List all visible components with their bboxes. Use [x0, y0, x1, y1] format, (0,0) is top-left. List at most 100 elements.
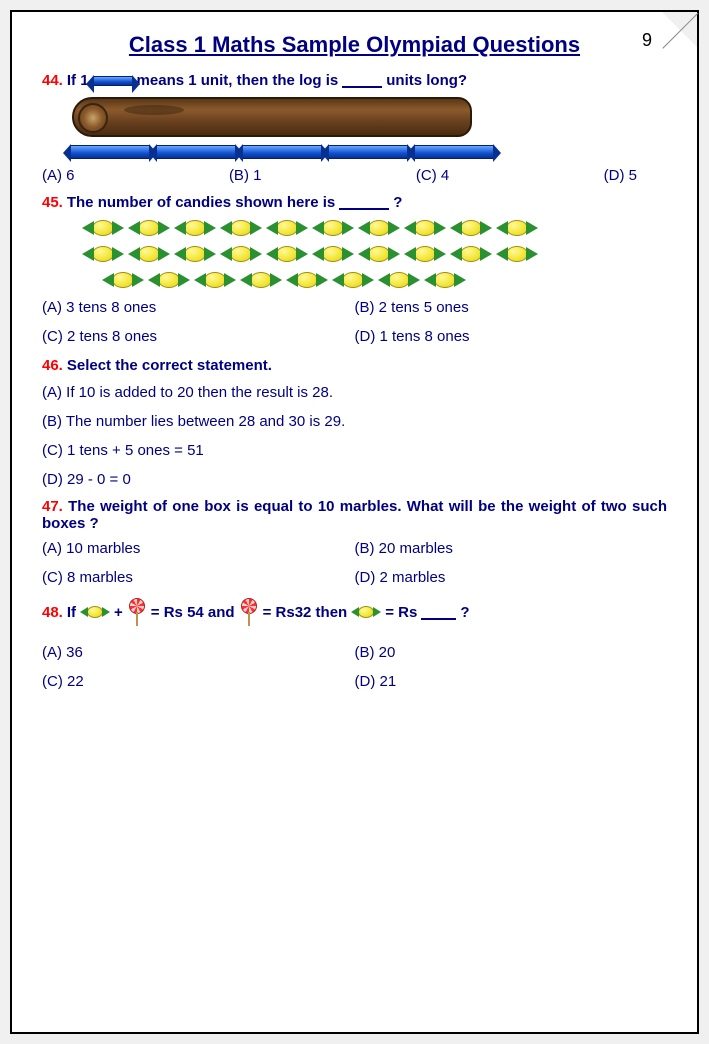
- candy-icon: [82, 217, 124, 239]
- q44-options: (A) 6 (B) 1 (C) 4 (D) 5: [42, 167, 667, 184]
- question-44: 44. If 1 means 1 unit, then the log is u…: [42, 72, 667, 184]
- candy-icon: [128, 217, 170, 239]
- crayon-segment: [328, 145, 408, 159]
- q44-text-c: units long?: [386, 72, 467, 89]
- candy-icon: [424, 269, 466, 291]
- qnum-45: 45.: [42, 194, 63, 211]
- log-icon: [72, 97, 472, 137]
- candy-icon: [358, 243, 400, 265]
- candy-icon: [220, 243, 262, 265]
- candy-icon: [496, 243, 538, 265]
- candy-icon: [332, 269, 374, 291]
- q46-text: Select the correct statement.: [67, 357, 272, 374]
- candy-icon: [128, 243, 170, 265]
- q48-text-c: = Rs 54 and: [151, 604, 235, 621]
- blank-underline: [342, 73, 382, 88]
- crayon-segment: [156, 145, 236, 159]
- option-a: (A) 6: [42, 167, 75, 184]
- candy-icon: [174, 217, 216, 239]
- question-46-text: 46. Select the correct statement.: [42, 357, 667, 374]
- question-48-text: 48. If + = Rs 54 and = Rs32 then = Rs ?: [42, 598, 667, 626]
- option-d: (D) 21: [355, 673, 668, 690]
- option-d: (D) 1 tens 8 ones: [355, 328, 668, 345]
- question-47-text: 47. The weight of one box is equal to 10…: [42, 498, 667, 532]
- crayon-segment: [242, 145, 322, 159]
- q45-candies: [82, 217, 667, 291]
- lollipop-icon: [239, 598, 259, 626]
- worksheet-page: 9 Class 1 Maths Sample Olympiad Question…: [10, 10, 699, 1034]
- qnum-44: 44.: [42, 72, 63, 89]
- page-number: 9: [642, 30, 652, 51]
- candy-row-2: [82, 243, 667, 265]
- candy-icon: [378, 269, 420, 291]
- option-c: (C) 8 marbles: [42, 569, 355, 586]
- candy-icon: [240, 269, 282, 291]
- question-45: 45. The number of candies shown here is …: [42, 194, 667, 345]
- option-b: (B) 2 tens 5 ones: [355, 299, 668, 316]
- candy-icon: [266, 217, 308, 239]
- q45-options: (A) 3 tens 8 ones (B) 2 tens 5 ones (C) …: [42, 299, 667, 345]
- crayon-icon: [93, 76, 133, 86]
- option-b: (B) The number lies between 28 and 30 is…: [42, 413, 667, 430]
- candy-icon: [312, 217, 354, 239]
- candy-icon: [351, 604, 381, 620]
- candy-icon: [148, 269, 190, 291]
- crayon-segment: [70, 145, 150, 159]
- q48-text-f: ?: [460, 604, 469, 621]
- option-d: (D) 5: [604, 167, 637, 184]
- candy-row-3: [102, 269, 667, 291]
- option-b: (B) 20 marbles: [355, 540, 668, 557]
- q47-options: (A) 10 marbles (B) 20 marbles (C) 8 marb…: [42, 540, 667, 586]
- candy-icon: [404, 217, 446, 239]
- q45-text-b: ?: [393, 194, 402, 211]
- q48-text-d: = Rs32 then: [263, 604, 348, 621]
- candy-icon: [82, 243, 124, 265]
- candy-icon: [194, 269, 236, 291]
- candy-icon: [286, 269, 328, 291]
- crayon-segment: [414, 145, 494, 159]
- page-fold-corner: [662, 12, 697, 47]
- qnum-48: 48.: [42, 604, 63, 621]
- q48-text-a: If: [67, 604, 76, 621]
- option-c: (C) 4: [416, 167, 449, 184]
- question-48: 48. If + = Rs 54 and = Rs32 then = Rs ? …: [42, 598, 667, 690]
- q44-text-b: means 1 unit, then the log is: [137, 72, 339, 89]
- qnum-46: 46.: [42, 357, 63, 374]
- option-d: (D) 2 marbles: [355, 569, 668, 586]
- candy-icon: [80, 604, 110, 620]
- option-b: (B) 20: [355, 644, 668, 661]
- question-46: 46. Select the correct statement. (A) If…: [42, 357, 667, 488]
- candy-icon: [358, 217, 400, 239]
- qnum-47: 47.: [42, 498, 63, 515]
- q47-text: The weight of one box is equal to 10 mar…: [42, 498, 667, 532]
- option-d: (D) 29 - 0 = 0: [42, 471, 667, 488]
- option-c: (C) 2 tens 8 ones: [42, 328, 355, 345]
- candy-row-1: [82, 217, 667, 239]
- candy-icon: [496, 217, 538, 239]
- q44-illustration: [72, 97, 667, 159]
- option-a: (A) 10 marbles: [42, 540, 355, 557]
- candy-icon: [404, 243, 446, 265]
- candy-icon: [102, 269, 144, 291]
- candy-icon: [266, 243, 308, 265]
- q48-text-b: +: [114, 604, 123, 621]
- lollipop-icon: [127, 598, 147, 626]
- blank-underline: [339, 195, 389, 210]
- candy-icon: [312, 243, 354, 265]
- candy-icon: [450, 243, 492, 265]
- page-title: Class 1 Maths Sample Olympiad Questions: [42, 32, 667, 58]
- q45-text-a: The number of candies shown here is: [67, 194, 335, 211]
- candy-icon: [174, 243, 216, 265]
- candy-icon: [450, 217, 492, 239]
- question-47: 47. The weight of one box is equal to 10…: [42, 498, 667, 586]
- blank-underline: [421, 605, 456, 620]
- option-b: (B) 1: [229, 167, 262, 184]
- question-45-text: 45. The number of candies shown here is …: [42, 194, 667, 211]
- question-44-text: 44. If 1 means 1 unit, then the log is u…: [42, 72, 667, 89]
- option-c: (C) 22: [42, 673, 355, 690]
- q48-options: (A) 36 (B) 20 (C) 22 (D) 21: [42, 644, 667, 690]
- option-c: (C) 1 tens + 5 ones = 51: [42, 442, 667, 459]
- candy-icon: [220, 217, 262, 239]
- crayon-ruler: [70, 145, 667, 159]
- option-a: (A) 36: [42, 644, 355, 661]
